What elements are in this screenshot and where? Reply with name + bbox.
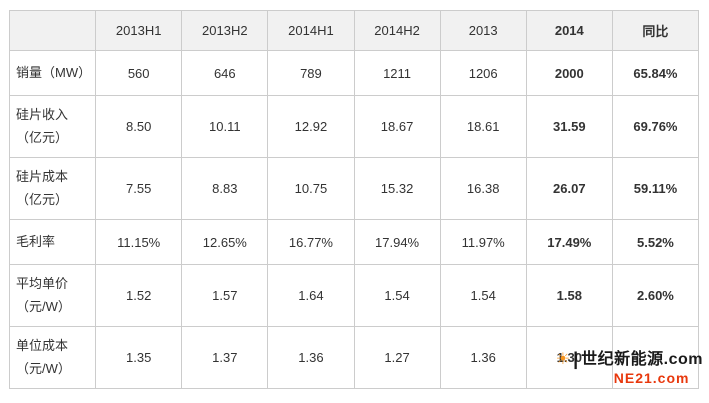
table-row: 单位成本（元/W） 1.35 1.37 1.36 1.27 1.36 1.30 — [8, 326, 700, 389]
data-cell: 560 — [95, 50, 183, 96]
header-row: 2013H1 2013H2 2014H1 2014H2 2013 2014 同比 — [8, 10, 700, 51]
header-cell-2: 2013H2 — [181, 10, 269, 51]
data-cell: 11.97% — [439, 219, 527, 265]
row-label-cell: 硅片收入（亿元） — [8, 95, 97, 158]
watermark-top-line: ☀ | 世纪新能源.com — [556, 349, 703, 371]
header-cell-3: 2014H1 — [267, 10, 355, 51]
watermark-separator: | — [573, 348, 579, 369]
data-cell: 1.54 — [353, 264, 441, 327]
data-cell: 10.75 — [267, 157, 355, 220]
table-header: 2013H1 2013H2 2014H1 2014H2 2013 2014 同比 — [8, 10, 700, 51]
data-cell: 18.67 — [353, 95, 441, 158]
data-cell: 26.07 — [525, 157, 613, 220]
data-cell: 17.49% — [525, 219, 613, 265]
data-cell: 8.50 — [95, 95, 183, 158]
data-cell: 12.92 — [267, 95, 355, 158]
table-row: 毛利率 11.15% 12.65% 16.77% 17.94% 11.97% 17.49% 5… — [8, 219, 700, 265]
data-cell: 16.77% — [267, 219, 355, 265]
data-cell: 1.54 — [439, 264, 527, 327]
row-label-cell: 平均单价（元/W） — [8, 264, 97, 327]
watermark: ☀ | 世纪新能源.com NE21.com — [556, 349, 703, 387]
data-cell: 1.36 — [267, 326, 355, 389]
data-cell: 1.27 — [353, 326, 441, 389]
data-cell: 1206 — [439, 50, 527, 96]
data-cell: 646 — [181, 50, 269, 96]
table-row: 硅片成本（亿元） 7.55 8.83 10.75 15.32 16.38 26.07 59.1… — [8, 157, 700, 220]
data-cell: 69.76% — [611, 95, 700, 158]
data-cell: 5.52% — [611, 219, 700, 265]
data-cell: 789 — [267, 50, 355, 96]
data-cell: 8.83 — [181, 157, 269, 220]
data-cell: 1.35 — [95, 326, 183, 389]
table-row: 平均单价（元/W） 1.52 1.57 1.64 1.54 1.54 1.58 2.60% — [8, 264, 700, 327]
data-cell: 17.94% — [353, 219, 441, 265]
data-cell: 10.11 — [181, 95, 269, 158]
data-cell: 12.65% — [181, 219, 269, 265]
data-cell: 16.38 — [439, 157, 527, 220]
table-row: 销量（MW） 560 646 789 1211 1206 2000 65.84% — [8, 50, 700, 96]
data-cell: 31.59 — [525, 95, 613, 158]
data-table: 2013H1 2013H2 2014H1 2014H2 2013 2014 同比 销量（MW… — [8, 10, 700, 389]
row-label-cell: 硅片成本（亿元） — [8, 157, 97, 220]
header-cell-5: 2013 — [439, 10, 527, 51]
table-body: 销量（MW） 560 646 789 1211 1206 2000 65.84% 硅片收入（亿元… — [8, 50, 700, 389]
row-label-cell: 毛利率 — [8, 219, 97, 265]
row-label-cell: 销量（MW） — [8, 50, 97, 96]
header-cell-1: 2013H1 — [95, 10, 183, 51]
header-cell-6: 2014 — [525, 10, 613, 51]
data-cell: 1211 — [353, 50, 441, 96]
data-cell: 65.84% — [611, 50, 700, 96]
data-cell: 59.11% — [611, 157, 700, 220]
header-cell-0 — [8, 10, 97, 51]
data-cell: 2.60% — [611, 264, 700, 327]
data-cell: 11.15% — [95, 219, 183, 265]
data-cell: 1.52 — [95, 264, 183, 327]
watermark-site-domain: NE21.com — [613, 370, 690, 387]
data-cell: 1.30 — [525, 326, 613, 389]
data-cell — [611, 326, 700, 389]
data-cell: 1.64 — [267, 264, 355, 327]
sun-icon: ☀ — [555, 350, 571, 368]
row-label-cell: 单位成本（元/W） — [8, 326, 97, 389]
data-cell: 1.58 — [525, 264, 613, 327]
data-cell: 18.61 — [439, 95, 527, 158]
table-row: 硅片收入（亿元） 8.50 10.11 12.92 18.67 18.61 31.59 69.… — [8, 95, 700, 158]
data-cell: 7.55 — [95, 157, 183, 220]
data-cell: 1.36 — [439, 326, 527, 389]
data-cell: 15.32 — [353, 157, 441, 220]
watermark-site-name: 世纪新能源.com — [581, 350, 703, 368]
data-cell: 2000 — [525, 50, 613, 96]
header-cell-4: 2014H2 — [353, 10, 441, 51]
data-cell: 1.37 — [181, 326, 269, 389]
data-cell: 1.57 — [181, 264, 269, 327]
header-cell-7: 同比 — [611, 10, 700, 51]
